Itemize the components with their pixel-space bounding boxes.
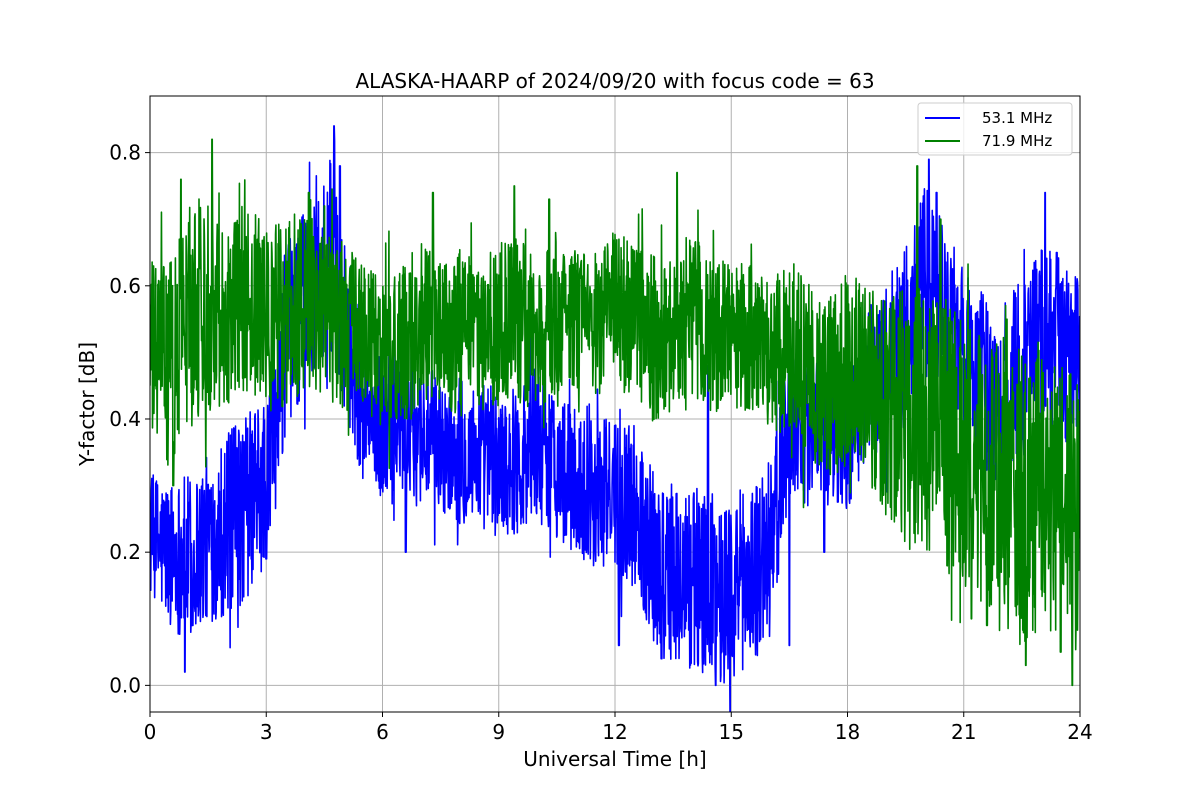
x-tick-label: 6 — [376, 720, 389, 744]
y-tick-label: 0.2 — [109, 540, 141, 564]
x-tick-label: 15 — [719, 720, 744, 744]
series-line-53mhz — [150, 125, 1080, 712]
series-line-71mhz — [150, 138, 1080, 687]
legend: 53.1 MHz 71.9 MHz — [917, 102, 1073, 156]
plot-series-group — [150, 125, 1080, 712]
legend-label-71mhz: 71.9 MHz — [982, 132, 1052, 150]
y-axis-label: Y-factor [dB] — [75, 342, 99, 467]
x-tick-label: 9 — [492, 720, 505, 744]
y-tick-label: 0.6 — [109, 274, 141, 298]
x-tick-label: 21 — [951, 720, 976, 744]
y-tick-label: 0.4 — [109, 407, 141, 431]
x-tick-label: 3 — [260, 720, 273, 744]
y-tick-label: 0.0 — [109, 673, 141, 697]
chart-title: ALASKA-HAARP of 2024/09/20 with focus co… — [355, 69, 874, 93]
x-tick-label: 24 — [1067, 720, 1092, 744]
y-axis: 0.0 0.2 0.4 0.6 0.8 — [109, 141, 150, 697]
x-tick-label: 12 — [602, 720, 627, 744]
y-tick-label: 0.8 — [109, 141, 141, 165]
legend-label-53mhz: 53.1 MHz — [982, 109, 1052, 127]
x-axis: 0 3 6 9 12 15 18 21 24 — [144, 712, 1093, 744]
x-axis-label: Universal Time [h] — [523, 747, 706, 771]
x-tick-label: 18 — [835, 720, 860, 744]
x-tick-label: 0 — [144, 720, 157, 744]
